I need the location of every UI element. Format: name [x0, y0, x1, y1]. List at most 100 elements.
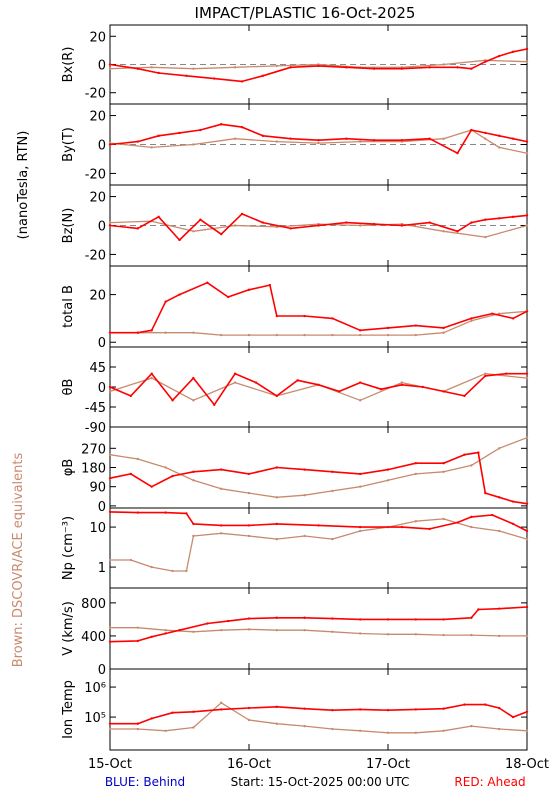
point-ahead-bz [240, 212, 244, 216]
point-ahead-temp [414, 708, 417, 711]
point-ahead-bz [428, 221, 431, 224]
point-reference-bx [108, 67, 112, 70]
point-reference-by [317, 141, 320, 145]
point-reference-theta [525, 376, 529, 380]
ytick-label-temp: 10⁶ [84, 681, 106, 696]
point-reference-np [150, 565, 153, 569]
point-ahead-bz [289, 227, 292, 230]
point-ahead-np [108, 510, 112, 514]
series-reference-phi [109, 437, 528, 498]
point-ahead-btot [226, 295, 230, 299]
point-ahead-bx [511, 50, 515, 54]
point-ahead-v [108, 640, 112, 643]
point-ahead-btot [386, 326, 390, 330]
point-ahead-bx [456, 66, 459, 69]
point-reference-temp [498, 727, 501, 731]
point-ahead-btot [206, 281, 209, 284]
ytick-label-bz: 0 [98, 220, 106, 235]
point-ahead-np [491, 513, 494, 517]
point-ahead-btot [525, 310, 529, 313]
point-reference-by [484, 137, 487, 140]
point-ahead-bz [178, 238, 181, 242]
point-ahead-theta [484, 374, 487, 378]
point-reference-bx [233, 66, 237, 69]
point-reference-v [247, 628, 251, 631]
series-ahead-bz [109, 213, 528, 241]
point-ahead-v [226, 619, 230, 623]
point-reference-btot [386, 333, 390, 337]
point-ahead-bz [498, 217, 501, 220]
point-ahead-temp [498, 706, 501, 710]
point-ahead-theta [150, 372, 153, 375]
ytick-label-bz: -20 [85, 248, 106, 263]
ytick-label-phi: 0 [98, 500, 106, 515]
point-ahead-theta [400, 383, 404, 386]
point-reference-btot [414, 333, 417, 337]
point-ahead-phi [247, 472, 251, 476]
point-reference-btot [442, 331, 445, 334]
point-ahead-theta [359, 381, 362, 384]
point-ahead-temp [359, 708, 362, 711]
point-ahead-temp [108, 722, 112, 725]
point-ahead-bx [345, 66, 348, 69]
point-ahead-np [428, 527, 431, 531]
point-ahead-v [331, 617, 334, 620]
point-ahead-by [220, 123, 223, 126]
point-reference-np [185, 569, 188, 573]
series-reference-np [110, 518, 528, 572]
point-ahead-v [498, 607, 501, 610]
point-reference-temp [442, 729, 445, 732]
ylabel-btot: total B [61, 285, 76, 328]
series-ahead-temp [110, 703, 528, 725]
point-ahead-bz [400, 224, 404, 227]
point-ahead-btot [136, 331, 139, 334]
point-reference-np [220, 532, 223, 535]
ytick-label-phi: 180 [81, 462, 106, 477]
point-reference-bx [442, 63, 445, 66]
series-ahead-v [109, 606, 528, 643]
xtick-label: 17-Oct [366, 757, 410, 772]
point-ahead-btot [491, 312, 494, 315]
point-ahead-phi [442, 462, 445, 465]
point-reference-btot [164, 331, 167, 334]
point-reference-by [150, 146, 153, 149]
point-ahead-btot [442, 326, 445, 330]
ytick-label-v: 0 [98, 663, 106, 678]
point-reference-btot [220, 333, 223, 337]
point-ahead-theta [129, 394, 133, 398]
point-ahead-by [240, 125, 244, 129]
point-ahead-by [136, 140, 139, 143]
point-ahead-bx [372, 67, 376, 70]
point-reference-bx [525, 60, 529, 63]
ytick-label-np: 10 [89, 521, 106, 536]
series-ahead-btot [110, 281, 528, 334]
point-reference-v [442, 633, 445, 637]
ylabel-phi: φB [61, 459, 76, 477]
point-ahead-np [470, 515, 473, 519]
point-reference-v [220, 628, 223, 632]
point-reference-np [525, 537, 529, 541]
start-time-label: Start: 15-Oct-2025 00:00 UTC [231, 775, 410, 789]
point-ahead-bx [136, 67, 139, 70]
point-ahead-phi [192, 470, 195, 473]
point-reference-np [498, 529, 501, 533]
ytick-label-by: 20 [89, 110, 106, 125]
point-ahead-by [525, 140, 529, 143]
point-reference-bz [233, 224, 237, 227]
ytick-label-np: 1 [98, 561, 106, 576]
point-ahead-bz [108, 224, 112, 227]
point-ahead-theta [254, 381, 258, 384]
point-ahead-v [303, 616, 306, 619]
point-ahead-theta [275, 394, 278, 398]
point-reference-phi [164, 466, 167, 469]
point-ahead-temp [192, 710, 195, 713]
point-reference-by [359, 140, 362, 143]
point-reference-phi [386, 479, 390, 482]
panel-v: 0 400 800 V (km/s) [61, 587, 529, 678]
point-ahead-np [275, 522, 278, 526]
point-ahead-bx [157, 71, 160, 75]
point-reference-v [192, 630, 195, 634]
point-reference-phi [108, 453, 112, 456]
chart-title: IMPACT/PLASTIC 16-Oct-2025 [195, 4, 416, 22]
point-ahead-by [289, 137, 292, 140]
